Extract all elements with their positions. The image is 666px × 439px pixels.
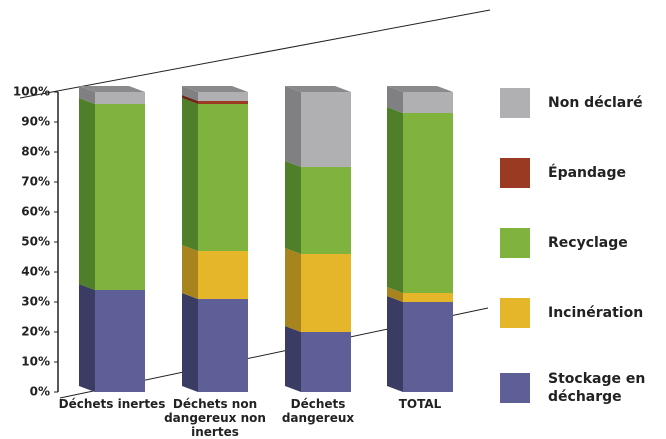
bar-side bbox=[182, 293, 198, 392]
bar-segment bbox=[198, 299, 248, 392]
bar-side bbox=[182, 98, 198, 251]
bar-side bbox=[182, 86, 198, 101]
guide-line bbox=[19, 9, 491, 99]
legend-swatch bbox=[500, 88, 530, 118]
bar-segment bbox=[198, 101, 248, 104]
legend-swatch bbox=[500, 373, 530, 403]
y-tick-label: 30% bbox=[21, 295, 50, 309]
legend-label: Épandage bbox=[548, 165, 626, 181]
legend-swatch bbox=[500, 158, 530, 188]
bar-top bbox=[182, 86, 248, 92]
y-tick-label: 80% bbox=[21, 145, 50, 159]
y-tick-label: 60% bbox=[21, 205, 50, 219]
legend-swatch bbox=[500, 228, 530, 258]
bar-segment bbox=[403, 302, 453, 392]
y-tick-label: 70% bbox=[21, 175, 50, 189]
bar-side bbox=[387, 296, 403, 392]
bar-top bbox=[387, 86, 453, 92]
bar-segment bbox=[95, 290, 145, 392]
y-tick-label: 100% bbox=[13, 85, 50, 99]
bar-segment bbox=[198, 92, 248, 101]
bar-segment bbox=[403, 113, 453, 293]
bar-segment bbox=[198, 251, 248, 299]
x-tick-label: TOTAL bbox=[398, 397, 442, 411]
bar-side bbox=[79, 284, 95, 392]
y-tick-label: 20% bbox=[21, 325, 50, 339]
y-tick-label: 90% bbox=[21, 115, 50, 129]
bar-side bbox=[285, 161, 301, 254]
legend-label: Non déclaré bbox=[548, 95, 643, 111]
y-tick-label: 50% bbox=[21, 235, 50, 249]
bar-segment bbox=[301, 92, 351, 167]
bar-side bbox=[387, 287, 403, 302]
bar-segment bbox=[403, 92, 453, 113]
bar-side bbox=[182, 245, 198, 299]
y-tick-label: 10% bbox=[21, 355, 50, 369]
bar-segment bbox=[301, 254, 351, 332]
bar-side bbox=[387, 86, 403, 113]
x-tick-label: Déchets dangereux bbox=[281, 397, 355, 425]
bar-side bbox=[387, 107, 403, 293]
x-tick-label: Déchets inertes bbox=[58, 397, 166, 411]
bar-segment bbox=[403, 293, 453, 302]
bar-segment bbox=[95, 104, 145, 290]
y-tick-label: 0% bbox=[30, 385, 50, 399]
bar-side bbox=[285, 248, 301, 332]
legend-label: Stockage en décharge bbox=[548, 371, 646, 405]
bar-segment bbox=[198, 104, 248, 251]
legend-label: Incinération bbox=[548, 305, 644, 321]
bar-segment bbox=[301, 167, 351, 254]
bar-side bbox=[182, 95, 198, 104]
bar-side bbox=[285, 326, 301, 392]
x-tick-label: Déchets non dangereux non inertes bbox=[164, 397, 266, 439]
bar-segment bbox=[95, 92, 145, 104]
bar-side bbox=[285, 86, 301, 167]
bar-top bbox=[285, 86, 351, 92]
legend-swatch bbox=[500, 298, 530, 328]
bar-side bbox=[79, 98, 95, 290]
bar-top bbox=[79, 86, 145, 92]
bar-segment bbox=[301, 332, 351, 392]
y-tick-label: 40% bbox=[21, 265, 50, 279]
legend-label: Recyclage bbox=[548, 235, 628, 251]
